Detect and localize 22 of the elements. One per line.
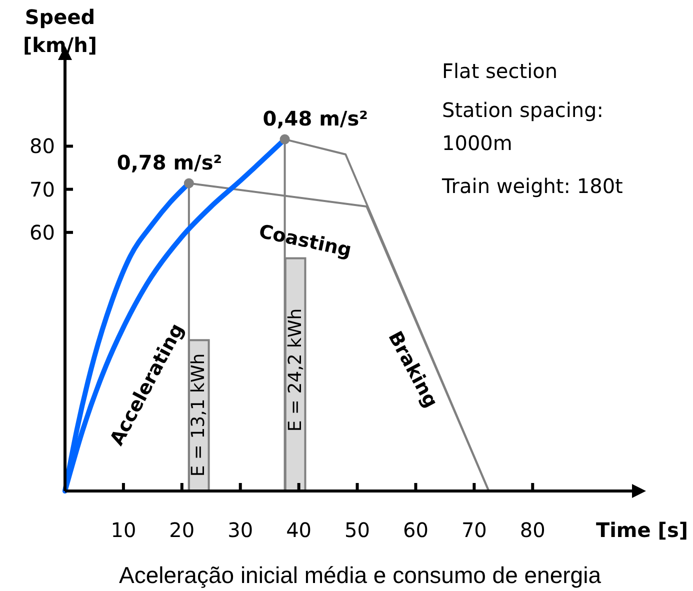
- annotation: 1000m: [442, 131, 512, 155]
- x-tick-label: 20: [169, 518, 195, 542]
- annotation: 0,78 m/s²: [116, 150, 222, 174]
- annotation: E = 13,1 kWh: [188, 353, 209, 477]
- annotation: E = 24,2 kWh: [284, 308, 306, 432]
- y-axis-title: Speed [km/h]: [23, 5, 97, 57]
- y-tick-label: 70: [30, 177, 55, 202]
- x-axis-title: Time [s]: [596, 518, 688, 542]
- y-tick-label: 60: [30, 220, 55, 244]
- x-tick-label: 70: [461, 518, 487, 542]
- x-tick-label: 40: [286, 518, 312, 542]
- x-tick-label: 80: [520, 518, 546, 542]
- x-tick-label: 60: [402, 518, 428, 542]
- x-tick-label: 30: [228, 518, 254, 542]
- annotation: Train weight: 180t: [441, 174, 624, 198]
- x-tick-label: 50: [344, 518, 370, 542]
- y-tick-label: 80: [30, 134, 55, 158]
- text: Aceleração inicial média e consumo de energia: [118, 562, 602, 588]
- x-tick-label: 10: [110, 518, 136, 542]
- annotation: Flat section: [442, 59, 558, 83]
- annotation: Station spacing:: [442, 98, 604, 122]
- annotation: 0,48 m/s²: [262, 106, 368, 130]
